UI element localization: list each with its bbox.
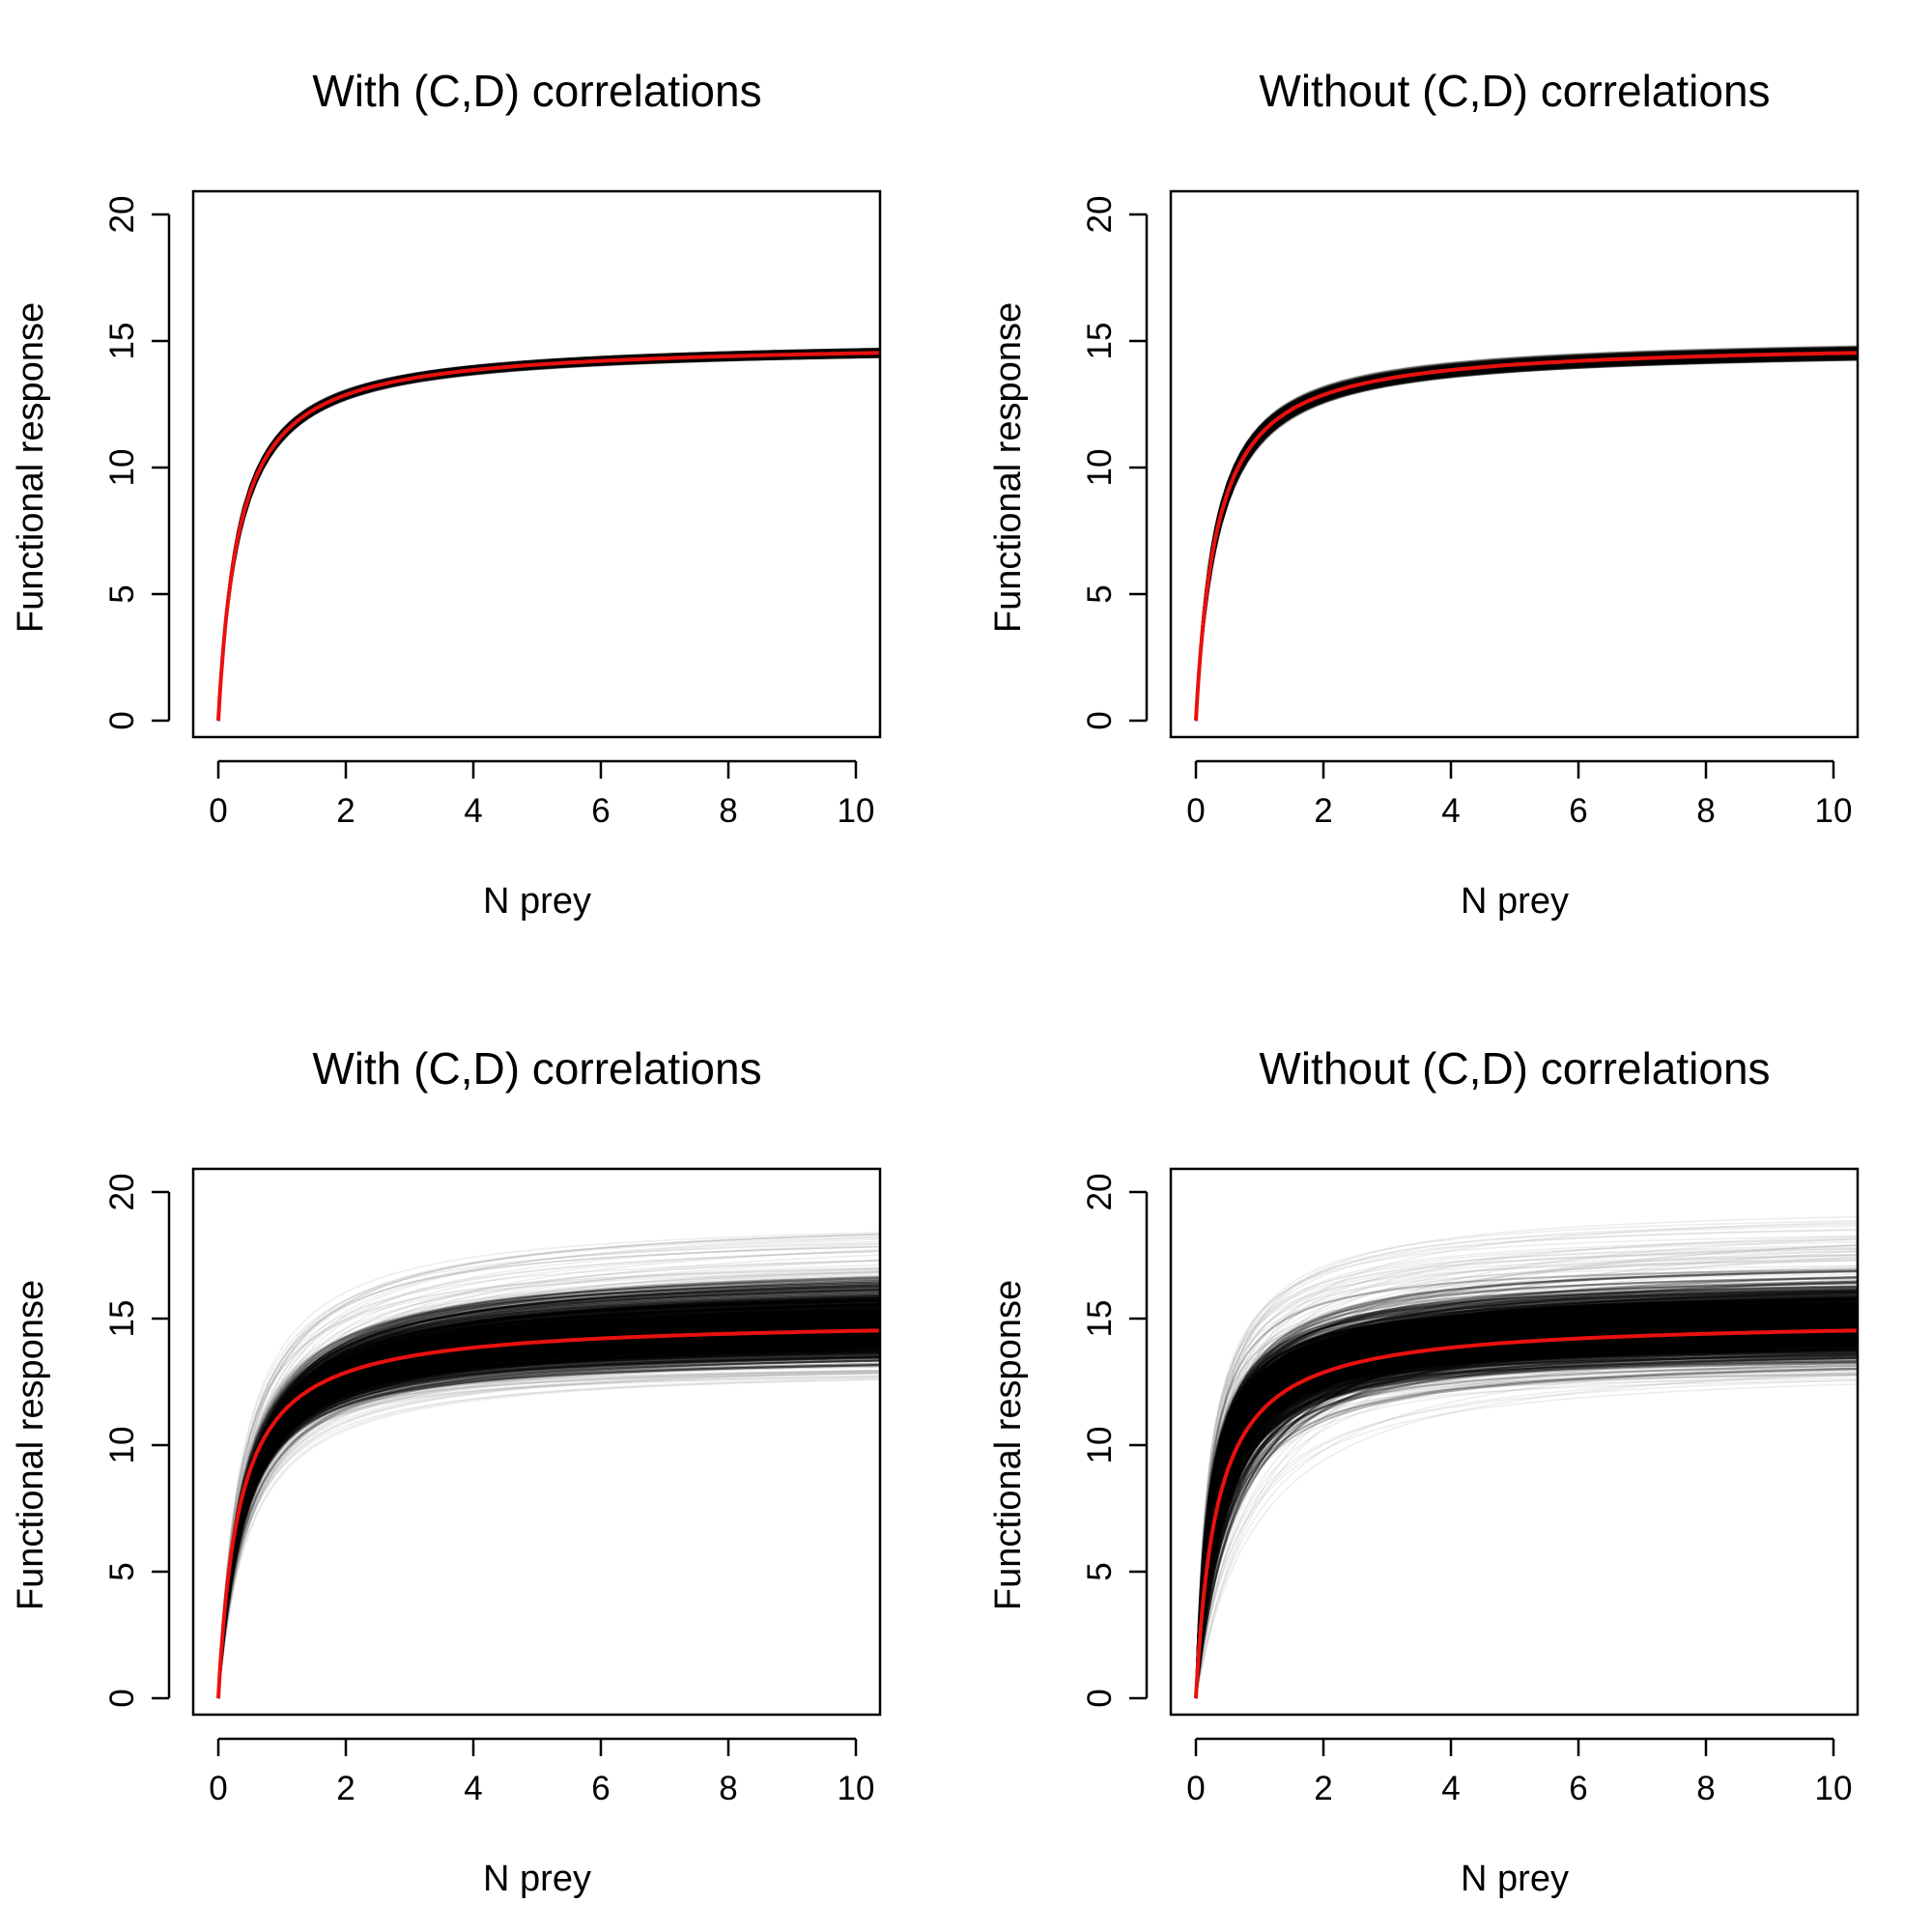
x-tick-label: 2 — [336, 1770, 355, 1807]
x-tick-label: 6 — [1569, 1770, 1587, 1807]
x-tick-label: 0 — [209, 792, 227, 830]
y-tick-label: 20 — [1081, 1174, 1119, 1211]
y-tick-label: 15 — [1081, 323, 1119, 360]
x-tick-label: 10 — [838, 1770, 875, 1807]
x-tick-label: 6 — [1569, 792, 1587, 830]
y-axis-label: Functional response — [988, 1280, 1029, 1610]
x-axis-label: N prey — [1461, 881, 1569, 922]
y-tick-label: 5 — [1081, 1562, 1119, 1580]
x-tick-label: 8 — [1696, 1770, 1715, 1807]
x-tick-label: 10 — [1815, 1770, 1853, 1807]
x-tick-label: 0 — [209, 1770, 227, 1807]
x-tick-label: 10 — [838, 792, 875, 830]
y-tick-label: 20 — [103, 196, 141, 234]
x-tick-label: 8 — [1696, 792, 1715, 830]
y-tick-label: 20 — [1081, 196, 1119, 234]
x-axis-label: N prey — [483, 1859, 591, 1899]
y-tick-label: 10 — [103, 449, 141, 487]
y-tick-label: 5 — [1081, 584, 1119, 603]
y-tick-label: 10 — [1081, 449, 1119, 487]
x-tick-label: 0 — [1186, 1770, 1205, 1807]
y-axis-label: Functional response — [988, 302, 1029, 633]
x-tick-label: 4 — [464, 792, 482, 830]
x-tick-label: 6 — [591, 792, 610, 830]
y-tick-label: 20 — [103, 1174, 141, 1211]
y-tick-label: 5 — [103, 1562, 141, 1580]
panel-title: With (C,D) correlations — [312, 66, 761, 116]
x-tick-label: 2 — [1314, 792, 1332, 830]
x-axis-label: N prey — [1461, 1859, 1569, 1899]
x-tick-label: 0 — [1186, 792, 1205, 830]
y-axis-label: Functional response — [11, 1280, 51, 1610]
x-tick-label: 6 — [591, 1770, 610, 1807]
x-tick-label: 4 — [1441, 792, 1460, 830]
panel-title: Without (C,D) correlations — [1259, 66, 1770, 116]
x-tick-label: 4 — [1441, 1770, 1460, 1807]
x-tick-label: 2 — [336, 792, 355, 830]
panel-title: Without (C,D) correlations — [1259, 1043, 1770, 1094]
x-tick-label: 10 — [1815, 792, 1853, 830]
y-tick-label: 15 — [1081, 1300, 1119, 1338]
y-tick-label: 0 — [1081, 711, 1119, 729]
x-tick-label: 4 — [464, 1770, 482, 1807]
y-axis-label: Functional response — [11, 302, 51, 633]
y-tick-label: 0 — [103, 1689, 141, 1707]
x-tick-label: 8 — [719, 1770, 737, 1807]
y-tick-label: 10 — [103, 1427, 141, 1464]
panel-title: With (C,D) correlations — [312, 1043, 761, 1094]
y-tick-label: 0 — [1081, 1689, 1119, 1707]
x-tick-label: 8 — [719, 792, 737, 830]
x-axis-label: N prey — [483, 881, 591, 922]
y-tick-label: 10 — [1081, 1427, 1119, 1464]
x-tick-label: 2 — [1314, 1770, 1332, 1807]
y-tick-label: 15 — [103, 1300, 141, 1338]
y-tick-label: 15 — [103, 323, 141, 360]
y-tick-label: 0 — [103, 711, 141, 729]
y-tick-label: 5 — [103, 584, 141, 603]
